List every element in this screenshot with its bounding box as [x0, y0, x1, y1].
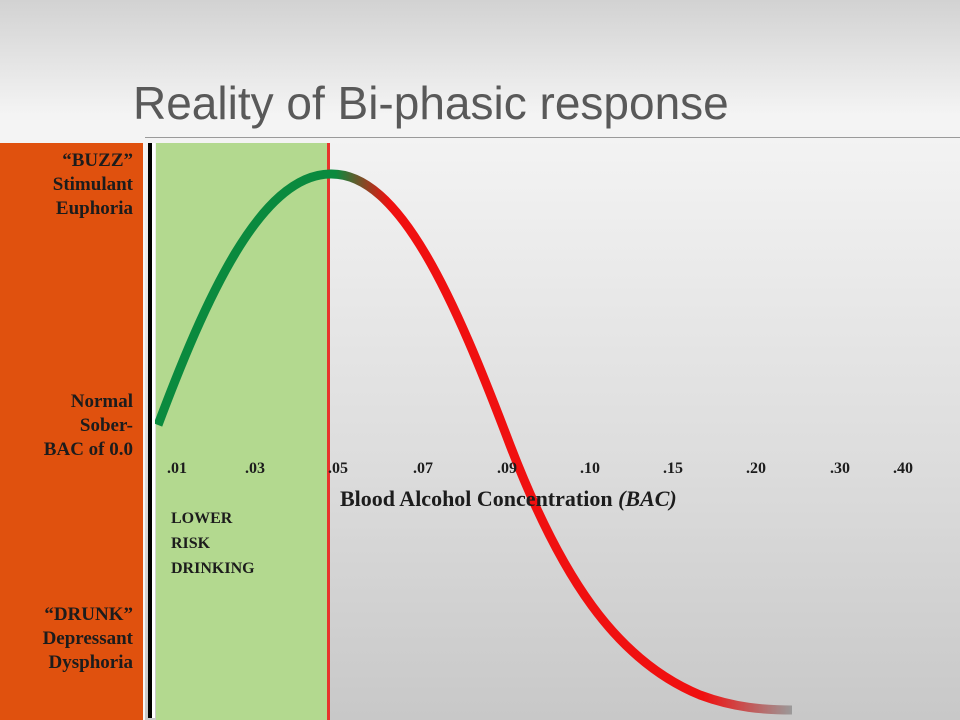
lower-risk-label: LOWER RISK DRINKING — [171, 506, 255, 581]
tick-label: .01 — [167, 460, 187, 477]
tick-label: .05 — [328, 460, 348, 477]
label-dysphoria: Dysphoria — [48, 652, 133, 673]
label-buzz: “BUZZ” — [62, 150, 133, 171]
tick-label: .15 — [663, 460, 683, 477]
label-sober: Sober- — [79, 415, 133, 436]
zone-label-lower: LOWER — [171, 510, 233, 527]
label-drunk: “DRUNK” — [44, 604, 133, 625]
zone-label-risk: RISK — [171, 535, 211, 552]
label-stimulant: Stimulant — [52, 174, 133, 195]
x-axis-label-text: Blood Alcohol Concentration — [340, 486, 613, 511]
label-buzz-group: “BUZZ” Stimulant Euphoria — [53, 149, 133, 221]
x-axis-label-abbrev: (BAC) — [618, 486, 677, 511]
label-depressant: Depressant — [42, 628, 133, 649]
tick-label: .07 — [413, 460, 433, 477]
tick-label: .09 — [497, 460, 517, 477]
tick-label: .03 — [245, 460, 265, 477]
tick-label: .30 — [830, 460, 850, 477]
x-axis-label: Blood Alcohol Concentration (BAC) — [340, 486, 677, 512]
y-axis-highlight — [152, 143, 155, 718]
response-scale-bar: “BUZZ” Stimulant Euphoria Normal Sober- … — [0, 143, 143, 720]
y-axis-line — [148, 143, 152, 718]
label-normal: Normal — [70, 391, 133, 412]
tick-label: .20 — [746, 460, 766, 477]
bac-threshold-line — [327, 143, 330, 720]
label-drunk-group: “DRUNK” Depressant Dysphoria — [43, 603, 133, 675]
label-normal-group: Normal Sober- BAC of 0.0 — [44, 390, 133, 462]
tick-label: .40 — [893, 460, 913, 477]
slide-title: Reality of Bi-phasic response — [133, 77, 729, 129]
tick-label: .10 — [580, 460, 600, 477]
label-euphoria: Euphoria — [55, 198, 133, 219]
biphasic-curve — [153, 169, 793, 715]
label-bac-zero: BAC of 0.0 — [43, 439, 133, 460]
zone-label-drinking: DRINKING — [171, 560, 255, 577]
